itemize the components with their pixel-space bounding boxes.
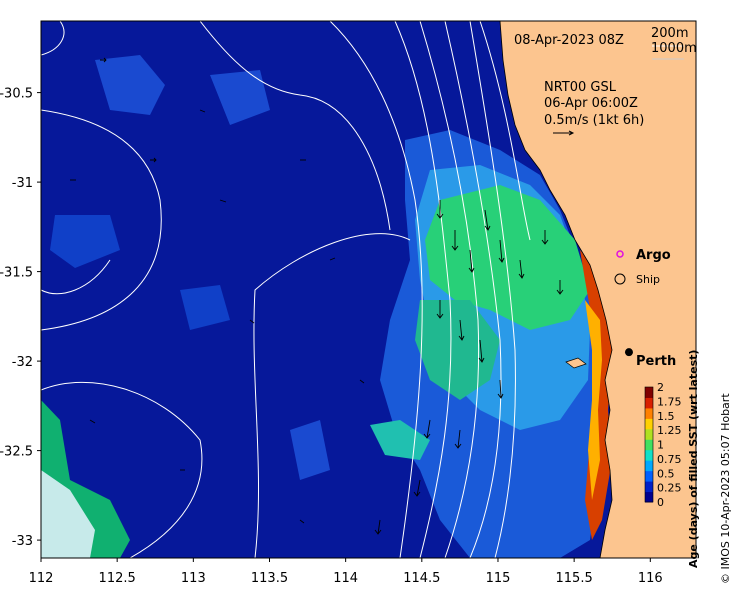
colorbar-frame xyxy=(644,386,654,503)
x-axis: 112 112.5 113 113.5 114 114.5 115 115.5 116 xyxy=(29,558,663,586)
isobath-label-1000m: 1000m xyxy=(651,41,697,56)
y-tick-label: -31 xyxy=(12,176,33,191)
colorbar-tick-label: 1.25 xyxy=(657,424,682,437)
argo-legend-label: Argo xyxy=(636,248,671,263)
rottnest-island xyxy=(565,357,587,369)
coastal-yellow-strip xyxy=(585,300,602,500)
colorbar-tick-label: 1.75 xyxy=(657,395,682,408)
x-tick-label: 113.5 xyxy=(251,571,288,586)
y-tick-label: -32.5 xyxy=(0,445,33,460)
y-tick-label: -31.5 xyxy=(0,266,33,281)
y-tick-label: -33 xyxy=(12,534,33,549)
perth-marker xyxy=(624,348,633,357)
y-tick-label: -32 xyxy=(12,355,33,370)
offshore-blue-patch-2 xyxy=(95,55,165,115)
x-tick-label: 112 xyxy=(29,571,54,586)
current-key-arrow xyxy=(553,130,575,136)
colorbar-tick-label: 0.75 xyxy=(657,453,682,466)
x-tick-label: 114.5 xyxy=(403,571,440,586)
colorbar-segment xyxy=(645,387,653,398)
colorbar-tick-label: 0.5 xyxy=(657,467,675,480)
map-datetime: 08-Apr-2023 08Z xyxy=(514,33,624,48)
colorbar-segment xyxy=(645,460,653,472)
perth-label: Perth xyxy=(636,354,676,369)
colorbar-segment xyxy=(645,439,653,451)
green-patch-mid xyxy=(415,300,500,400)
colorbar-segment xyxy=(645,481,653,493)
x-tick-label: 116 xyxy=(638,571,663,586)
colorbar-tick-label: 1.5 xyxy=(657,410,675,423)
x-tick-label: 112.5 xyxy=(99,571,136,586)
current-scale: 0.5m/s (1kt 6h) xyxy=(544,113,644,128)
colorbar-segment xyxy=(645,418,653,430)
x-tick-label: 115 xyxy=(486,571,511,586)
isobath-label-200m: 200m xyxy=(651,26,688,41)
colorbar-tick-label: 2 xyxy=(657,381,664,394)
southwest-white-patch xyxy=(41,470,95,558)
ssh-contours xyxy=(41,21,531,558)
colorbar-segment xyxy=(645,428,653,440)
colorbar-tick-label: 0.25 xyxy=(657,482,682,495)
y-tick-label: -30.5 xyxy=(0,87,33,102)
plot-frame xyxy=(40,20,697,559)
x-tick-label: 114 xyxy=(333,571,358,586)
x-tick-label: 113 xyxy=(181,571,206,586)
argo-marker xyxy=(616,250,624,258)
colorbar-segment xyxy=(645,470,653,482)
offshore-blue-patch-4 xyxy=(290,420,330,480)
current-time: 06-Apr 06:00Z xyxy=(544,96,638,111)
offshore-blue-patch-3 xyxy=(210,70,270,125)
colorbar-tick-label: 0 xyxy=(657,496,664,509)
colorbar-tick-label: 1 xyxy=(657,439,664,452)
credit-text: © IMOS 10-Apr-2023 05:07 Hobart xyxy=(719,393,732,584)
teal-patch-south xyxy=(370,420,430,460)
colorbar: 00.25 0.50.751 1.251.5 1.752 xyxy=(644,381,682,509)
current-source: NRT00 GSL xyxy=(544,80,617,95)
y-axis: -30.5 -31 -31.5 -32 -32.5 -33 xyxy=(0,87,41,549)
ship-marker xyxy=(614,273,626,285)
colorbar-title: Age (days) of filled SST (wrt latest) xyxy=(687,350,700,568)
colorbar-segment xyxy=(645,397,653,409)
colorbar-segment xyxy=(645,491,653,503)
colorbar-segment xyxy=(645,407,653,419)
colorbar-segment xyxy=(645,449,653,461)
sst-age-patches xyxy=(41,55,612,558)
current-vectors xyxy=(70,57,564,535)
ship-legend-label: Ship xyxy=(636,273,660,286)
offshore-blue-patch-5 xyxy=(180,285,230,330)
offshore-blue-patch-1 xyxy=(50,215,120,268)
x-tick-label: 115.5 xyxy=(556,571,593,586)
